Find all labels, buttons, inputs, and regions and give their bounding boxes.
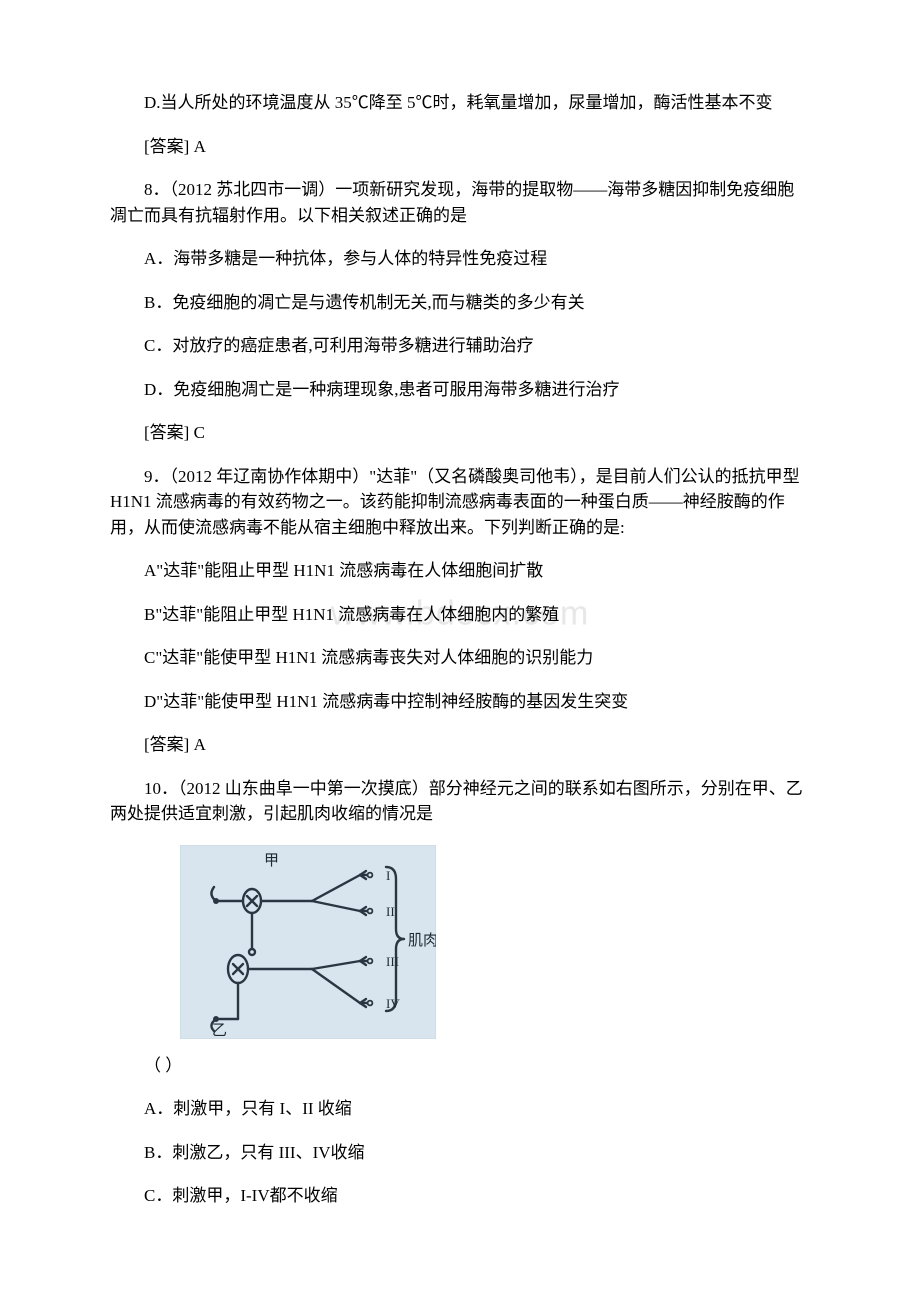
q8-stem: 8．（2012 苏北四市一调）一项新研究发现，海带的提取物——海带多糖因抑制免疫… <box>110 177 810 228</box>
q10-option-a: A．刺激甲，只有 I、II 收缩 <box>110 1096 810 1122</box>
q10-option-c: C．刺激甲，I-IV都不收缩 <box>110 1183 810 1209</box>
svg-text:II: II <box>386 904 395 919</box>
q7-answer: [答案] A <box>110 134 810 160</box>
svg-text:甲: 甲 <box>264 853 279 869</box>
q8-option-a: A．海带多糖是一种抗体，参与人体的特异性免疫过程 <box>110 246 810 272</box>
q9-option-b: B"达菲"能阻止甲型 H1N1 流感病毒在人体细胞内的繁殖 <box>110 602 810 628</box>
document-page: D.当人所处的环境温度从 35℃降至 5℃时，耗氧量增加，尿量增加，酶活性基本不… <box>0 0 920 1287</box>
neuron-diagram: 甲乙IIIIIIIV肌肉 <box>180 845 436 1039</box>
q10-option-b: B．刺激乙，只有 III、IV收缩 <box>110 1140 810 1166</box>
q7-option-d: D.当人所处的环境温度从 35℃降至 5℃时，耗氧量增加，尿量增加，酶活性基本不… <box>110 90 810 116</box>
q9-answer: [答案] A <box>110 732 810 758</box>
svg-text:肌肉: 肌肉 <box>408 932 436 949</box>
q8-answer: [答案] C <box>110 420 810 446</box>
q9-stem: 9．（2012 年辽南协作体期中）"达菲"（又名磷酸奥司他韦），是目前人们公认的… <box>110 464 810 541</box>
q8-option-c: C．对放疗的癌症患者,可利用海带多糖进行辅助治疗 <box>110 333 810 359</box>
q9-option-d: D"达菲"能使甲型 H1N1 流感病毒中控制神经胺酶的基因发生突变 <box>110 689 810 715</box>
q10-paren: （ ） <box>110 1053 810 1079</box>
svg-text:乙: 乙 <box>212 1023 227 1039</box>
q9-option-c: C"达菲"能使甲型 H1N1 流感病毒丧失对人体细胞的识别能力 <box>110 645 810 671</box>
svg-text:I: I <box>386 868 390 883</box>
q9-option-a: A"达菲"能阻止甲型 H1N1 流感病毒在人体细胞间扩散 <box>110 558 810 584</box>
watermark-region: www.bdocx.com A"达菲"能阻止甲型 H1N1 流感病毒在人体细胞间… <box>110 558 810 671</box>
q10-figure: 甲乙IIIIIIIV肌肉 <box>180 845 810 1039</box>
q8-option-d: D．免疫细胞凋亡是一种病理现象,患者可服用海带多糖进行治疗 <box>110 377 810 403</box>
svg-text:IV: IV <box>386 996 400 1011</box>
svg-text:III: III <box>386 954 399 969</box>
q10-stem: 10．（2012 山东曲阜一中第一次摸底）部分神经元之间的联系如右图所示，分别在… <box>110 776 810 827</box>
q8-option-b: B．免疫细胞的凋亡是与遗传机制无关,而与糖类的多少有关 <box>110 290 810 316</box>
